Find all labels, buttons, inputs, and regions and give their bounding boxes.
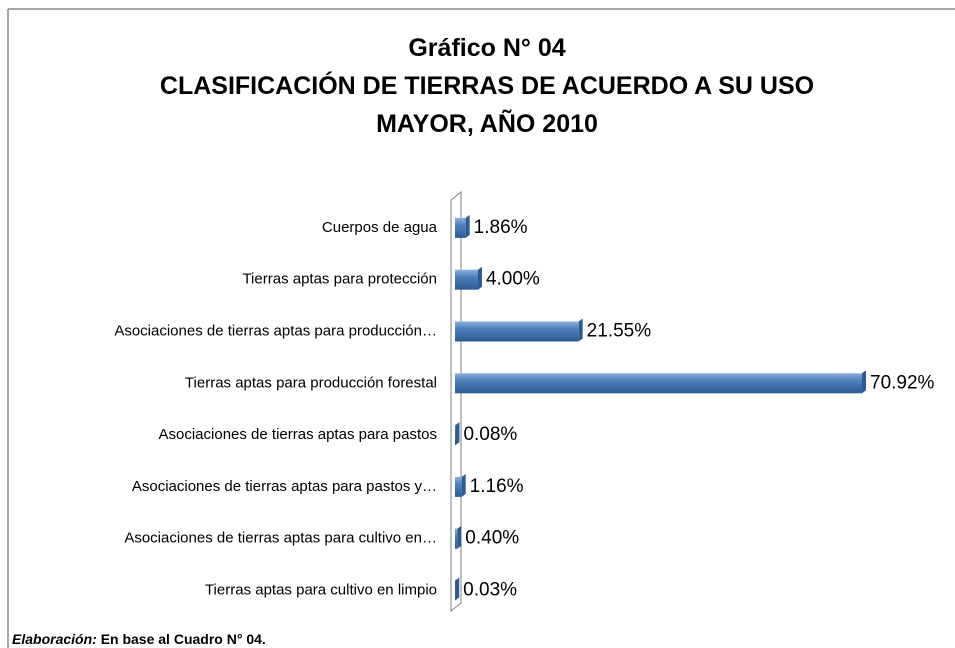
axis-wall <box>450 190 462 613</box>
category-label: Tierras aptas para cultivo en limpio <box>205 581 437 598</box>
source: Elaboración: En base al Cuadro N° 04. <box>12 631 266 647</box>
bar <box>455 217 466 238</box>
bar-cap <box>578 318 583 342</box>
chart-title: MAYOR, AÑO 2010 <box>376 108 598 138</box>
bar-cap <box>862 370 866 394</box>
category-label: Tierras aptas para protección <box>242 271 437 288</box>
bar <box>455 425 456 446</box>
data-label: 1.16% <box>470 476 524 497</box>
bar <box>455 321 579 342</box>
bar-cap <box>477 266 482 290</box>
bar-cap <box>465 214 470 238</box>
category-label: Asociaciones de tierras aptas para pasto… <box>132 478 437 495</box>
data-label: 0.03% <box>463 580 517 601</box>
bar-cap <box>461 473 466 497</box>
bar <box>455 476 462 497</box>
data-label: 70.92% <box>870 372 935 393</box>
data-label: 0.08% <box>463 424 517 445</box>
category-label: Asociaciones de tierras aptas para culti… <box>124 530 437 547</box>
chart-title: CLASIFICACIÓN DE TIERRAS DE ACUERDO A SU… <box>160 70 814 100</box>
source-text: En base al Cuadro N° 04. <box>101 631 266 647</box>
data-label: 0.40% <box>465 528 519 549</box>
bar <box>455 528 458 549</box>
bar-cap <box>455 577 460 601</box>
bar-cap <box>457 525 462 549</box>
category-label: Asociaciones de tierras aptas para pasto… <box>159 426 438 443</box>
data-label: 21.55% <box>587 321 652 342</box>
bar <box>455 373 862 394</box>
data-label: 4.00% <box>486 269 540 290</box>
bar-cap <box>455 422 460 446</box>
bar <box>455 269 478 290</box>
data-label: 1.86% <box>474 217 528 238</box>
category-label: Tierras aptas para producción forestal <box>185 374 437 391</box>
category-label: Asociaciones de tierras aptas para produ… <box>114 322 437 339</box>
chart-title: Gráfico N° 04 <box>408 34 565 62</box>
source-label: Elaboración: <box>12 631 97 647</box>
category-label: Cuerpos de agua <box>322 219 438 236</box>
